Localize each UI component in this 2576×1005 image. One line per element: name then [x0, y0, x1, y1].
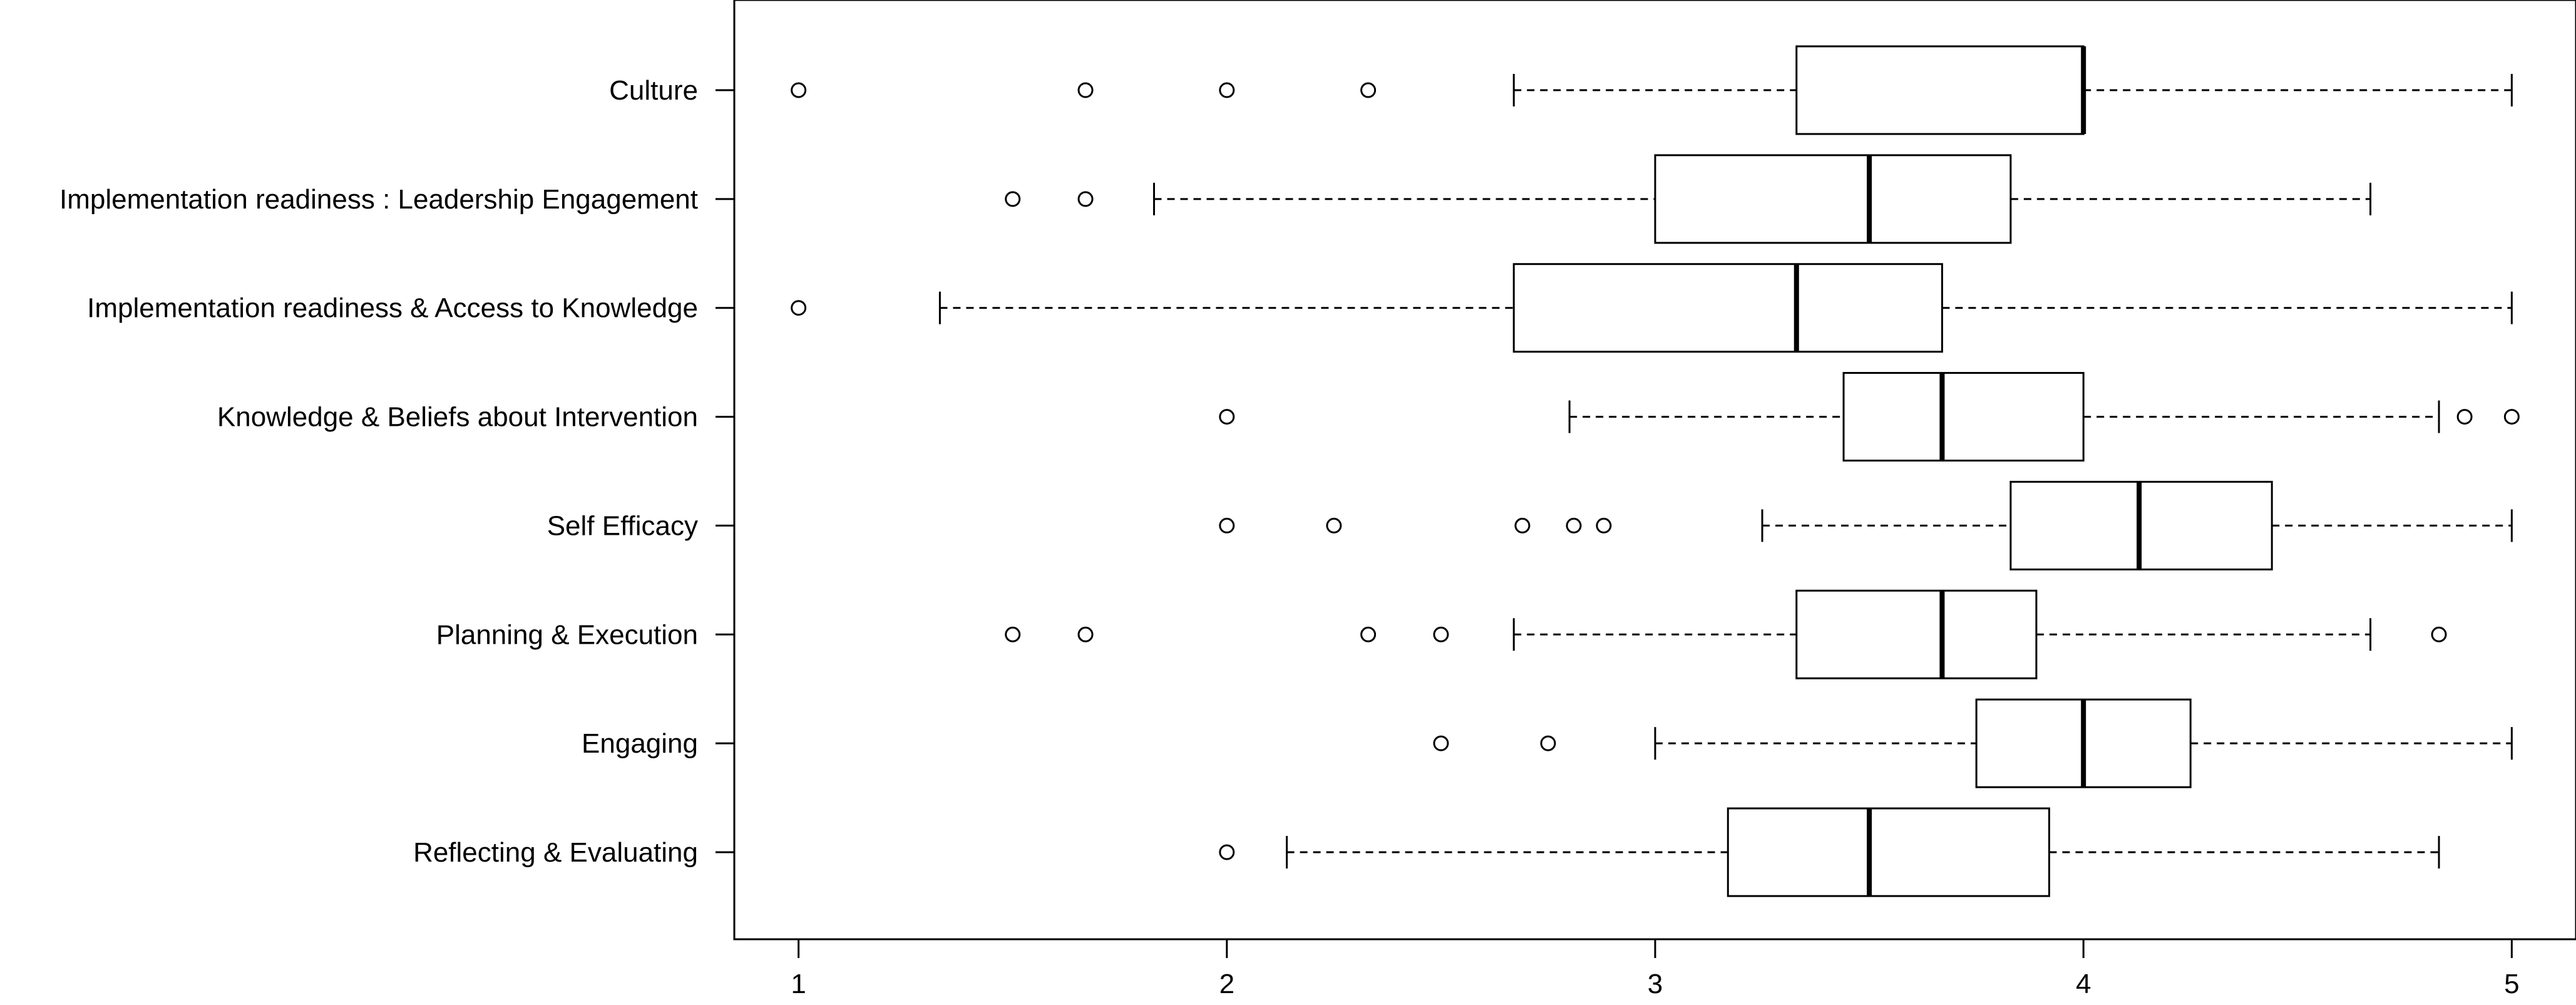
outlier-point: [1219, 82, 1235, 98]
x-tick-label: 4: [2076, 969, 2091, 999]
outlier-point: [1596, 517, 1612, 533]
outlier-point: [791, 300, 807, 316]
outlier-point: [1540, 735, 1556, 751]
outlier-point: [791, 82, 807, 98]
box-iqr: [1727, 807, 2050, 897]
outlier-point: [1433, 735, 1449, 751]
outlier-point: [1219, 844, 1235, 860]
outlier-point: [1219, 409, 1235, 425]
box-iqr: [1654, 154, 2012, 244]
category-label: Reflecting & Evaluating: [413, 837, 698, 868]
category-label: Knowledge & Beliefs about Intervention: [217, 402, 698, 433]
box-iqr: [1842, 372, 2085, 462]
box-group: Knowledge & Beliefs about Intervention: [217, 372, 2520, 462]
category-label: Engaging: [582, 728, 698, 759]
box-group: Culture: [609, 45, 2513, 135]
outlier-point: [1433, 626, 1449, 642]
x-tick-label: 2: [1219, 969, 1234, 999]
outlier-point: [1514, 517, 1531, 533]
x-tick-label: 5: [2504, 969, 2519, 999]
outlier-point: [1005, 191, 1021, 207]
box-iqr: [1795, 45, 2085, 135]
category-label: Planning & Execution: [436, 619, 698, 650]
x-tick-label: 1: [791, 969, 806, 999]
box-iqr: [1795, 589, 2038, 679]
outlier-point: [1566, 517, 1582, 533]
box-group: Self Efficacy: [547, 480, 2513, 570]
box-group: Implementation readiness & Access to Kno…: [87, 263, 2513, 353]
box-iqr: [1512, 263, 1943, 353]
outlier-point: [1077, 191, 1094, 207]
outlier-point: [1077, 626, 1094, 642]
outlier-point: [1360, 82, 1377, 98]
outlier-point: [1360, 626, 1377, 642]
x-tick-label: 3: [1648, 969, 1663, 999]
outlier-point: [2431, 626, 2447, 642]
category-label: Implementation readiness & Access to Kno…: [87, 293, 698, 324]
box-group: Implementation readiness : Leadership En…: [59, 154, 2372, 244]
boxplot-layer: Culture Implementation readiness : Leader…: [59, 45, 2520, 897]
outlier-point: [2456, 409, 2473, 425]
category-label: Implementation readiness : Leadership En…: [59, 184, 698, 215]
outlier-point: [1219, 517, 1235, 533]
outlier-point: [2503, 409, 2520, 425]
box-group: Reflecting & Evaluating: [413, 807, 2440, 897]
category-label: Self Efficacy: [547, 510, 698, 541]
outlier-point: [1005, 626, 1021, 642]
category-label: Culture: [609, 75, 698, 106]
box-group: Engaging: [582, 698, 2513, 788]
x-axis: 1 2 3 4 5: [791, 939, 2520, 999]
box-group: Planning & Execution: [436, 589, 2447, 679]
outlier-point: [1326, 517, 1342, 533]
outlier-point: [1077, 82, 1094, 98]
